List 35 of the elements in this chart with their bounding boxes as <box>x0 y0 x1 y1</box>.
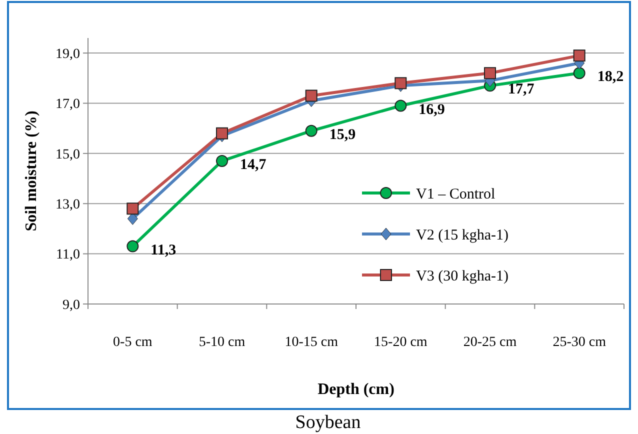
data-label: 18,2 <box>597 69 624 86</box>
y-tick-label: 15,0 <box>56 147 80 162</box>
x-tick-label: 15-20 cm <box>374 335 428 350</box>
point <box>305 124 318 137</box>
point <box>394 100 407 112</box>
x-tick-label: 25-30 cm <box>552 335 606 350</box>
data-label: 17,7 <box>508 82 535 98</box>
x-tick-label: 10-15 cm <box>284 335 338 350</box>
point <box>216 127 228 140</box>
x-tick-label: 20-25 cm <box>463 335 517 350</box>
y-tick-label: 13,0 <box>56 198 80 213</box>
x-tick-label: 5-10 cm <box>198 335 246 350</box>
y-tick-label: 19,0 <box>56 46 80 62</box>
data-label: 15,9 <box>329 126 356 143</box>
legend-label: V2 (15 kgha-1) <box>416 227 508 244</box>
point <box>126 202 139 215</box>
point <box>573 50 586 62</box>
point <box>126 240 139 252</box>
y-tick-label: 9,0 <box>62 298 80 313</box>
point <box>484 67 496 80</box>
point <box>216 154 228 167</box>
y-tick-label: 11,0 <box>56 248 80 263</box>
x-axis-title: Depth (cm) <box>318 381 394 398</box>
data-label: 14,7 <box>240 156 267 173</box>
point <box>305 90 318 102</box>
text: Soybean <box>295 412 362 433</box>
data-label: 16,9 <box>418 102 445 118</box>
y-axis-title: Soil moisture (%) <box>23 110 40 232</box>
y-tick-label: 17,0 <box>56 97 80 112</box>
point <box>394 77 407 90</box>
point <box>573 67 586 80</box>
legend-label: V1 – Control <box>416 186 496 202</box>
data-label: 11,3 <box>150 242 176 258</box>
legend-label: V3 (30 kgha-1) <box>416 268 508 284</box>
x-tick-label: 0-5 cm <box>113 335 152 350</box>
